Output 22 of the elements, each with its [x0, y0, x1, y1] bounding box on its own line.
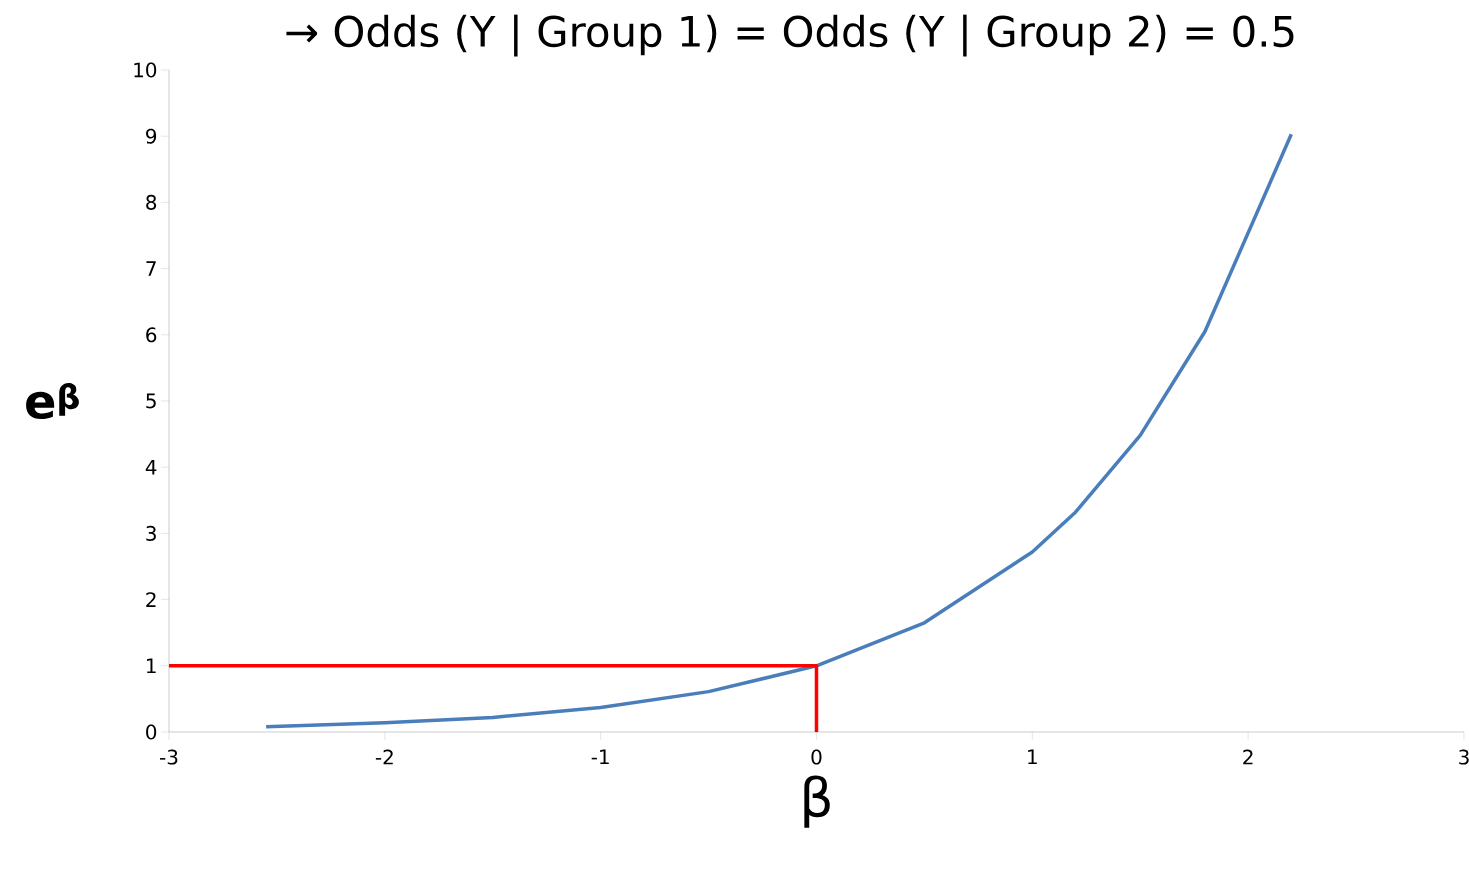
x-tick-label: -2: [375, 749, 393, 765]
y-tick-label: 1: [146, 658, 156, 674]
line-series: [264, 132, 1294, 729]
y-tick-label: 6: [146, 327, 157, 343]
x-tick-label: -1: [591, 749, 609, 765]
chart-title: → Odds (Y | Group 1) = Odds (Y | Group 2) = 0.5: [286, 14, 1294, 57]
x-axis-title: β: [804, 775, 830, 828]
x-tick-label: 3: [1459, 749, 1469, 765]
y-tick-label: 8: [146, 194, 157, 210]
x-tick-label: -3: [160, 749, 178, 765]
x-tick-label: 1: [1028, 749, 1037, 765]
x-tick-label: 0: [811, 749, 822, 765]
y-tick-label: 2: [146, 592, 156, 607]
x-tick-label: 2: [1243, 749, 1253, 765]
y-tick-label: 9: [146, 128, 157, 144]
y-tick-label: 4: [145, 459, 157, 475]
y-tick-label: 3: [146, 525, 156, 541]
y-tick-label: 7: [146, 261, 156, 276]
y-tick-label: 10: [134, 62, 157, 78]
y-tick-label: 0: [146, 724, 157, 740]
y-tick-label: 5: [146, 393, 156, 409]
y-axis-title: e$^{β}$: [26, 382, 79, 420]
